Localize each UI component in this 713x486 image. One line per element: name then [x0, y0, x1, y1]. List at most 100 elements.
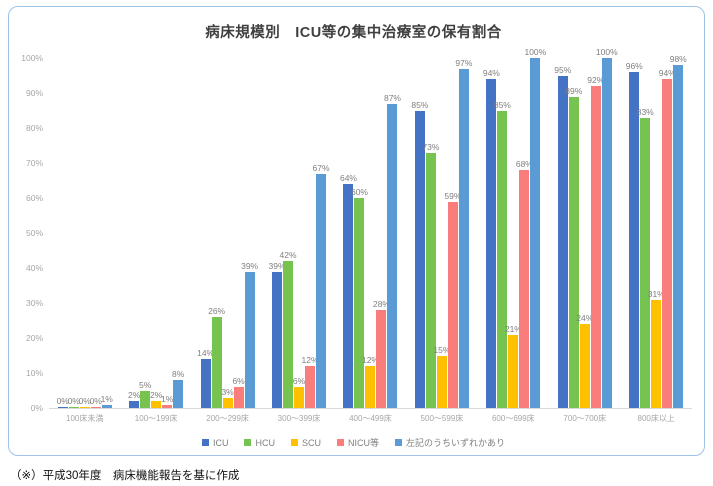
bar-value-label: 24% [576, 313, 594, 323]
legend: ICU HCU SCU NICU等 左記のうちいずれかあり [15, 436, 692, 449]
legend-item: 左記のうちいずれかあり [395, 436, 505, 449]
bar: 26% [208, 306, 225, 408]
bar-group: 96% 83% 31% 94% 98% [621, 54, 692, 408]
bar: 5% [139, 380, 151, 408]
x-axis-label: 700〜700床 [563, 414, 607, 423]
legend-swatch [395, 439, 402, 446]
bar-value-label: 8% [172, 369, 185, 379]
bar-value-label: 0% [89, 396, 102, 406]
bar-value-label: 5% [139, 379, 152, 390]
bar: 2% [128, 390, 140, 408]
bar-value-label: 94% [658, 68, 676, 78]
bar-value-label: 98% [669, 54, 687, 64]
bar-value-label: 92% [587, 75, 605, 85]
bar-value-label: 68% [515, 159, 533, 169]
bar: 98% [670, 54, 687, 408]
bar: 96% [626, 61, 643, 408]
bar-group: 2% 5% 2% 1% 8% [120, 58, 191, 408]
bar-value-label: 14% [197, 348, 215, 358]
bar-value-label: 96% [625, 61, 643, 71]
bar-value-label: 12% [301, 355, 319, 365]
bar: 1% [101, 394, 113, 408]
x-axis-label: 400〜499床 [349, 414, 392, 423]
y-axis-tick-label: 50% [25, 228, 43, 238]
bar: 6% [232, 376, 245, 408]
bar: 73% [422, 142, 439, 408]
y-axis-tick-label: 10% [25, 368, 43, 378]
bar-value-label: 12% [361, 355, 379, 365]
bar: 94% [483, 68, 500, 408]
x-axis-label: 200〜299床 [206, 414, 249, 423]
bar: 2% [150, 390, 162, 408]
bar: 67% [313, 163, 330, 408]
bar-value-label: 6% [292, 376, 306, 386]
bar-value-label: 1% [100, 393, 113, 404]
bar: 12% [302, 355, 319, 408]
bar: 100% [524, 47, 546, 408]
y-axis-tick-label: 90% [25, 88, 43, 98]
legend-label: SCU [301, 437, 321, 448]
bar-value-label: 85% [411, 99, 429, 110]
y-axis-tick-label: 0% [30, 403, 43, 413]
bar: 87% [384, 93, 401, 408]
bar: 85% [494, 100, 511, 408]
bar-value-label: 0% [78, 396, 91, 406]
bar: 97% [455, 58, 472, 408]
bar-value-label: 73% [422, 141, 440, 152]
chart-body: 0% 10% 20% 30% 40% 50% 60% 70% 80% 90% 100% 0% 0% 0%… [15, 47, 692, 424]
bar: 31% [648, 289, 665, 408]
bar: 6% [293, 376, 305, 408]
bar: 85% [411, 100, 428, 408]
bar: 15% [433, 345, 450, 408]
bar-value-label: 95% [554, 64, 572, 75]
bar: 92% [587, 75, 604, 408]
bar: 60% [351, 187, 368, 408]
bar-value-label: 1% [161, 393, 174, 404]
legend-swatch [337, 439, 344, 446]
bar: 3% [221, 387, 234, 408]
chart-canvas: 病床規模別 ICU等の集中治療室の保有割合 0% 10% 20% 30% 40% 50% 6… [0, 6, 713, 486]
bar-value-label: 31% [647, 288, 665, 299]
legend-swatch [290, 439, 298, 446]
bar-group: 94% 85% 21% 68% 100% [478, 47, 549, 408]
bar: 89% [565, 86, 582, 408]
plot-column: 0% 0% 0% 0% 1% 2% 5% 2% 1% 8% 14% 26% 3% 6% 39% 39% 42% 6… [49, 47, 692, 424]
y-axis-tick-label: 60% [25, 193, 43, 203]
bar: 42% [280, 250, 297, 408]
bar-value-label: 87% [383, 92, 401, 103]
bar: 64% [340, 173, 357, 408]
x-axis-label: 600〜699床 [491, 414, 535, 423]
bar-value-label: 2% [128, 390, 141, 400]
bar: 24% [576, 313, 593, 408]
bar-value-label: 6% [232, 376, 245, 386]
legend-item: SCU [290, 437, 321, 448]
bar-value-label: 21% [504, 323, 522, 334]
legend-item: NICU等 [337, 436, 379, 449]
x-axis: 100床未満 100〜199床 200〜299床 300〜399床 400〜499床 50… [49, 413, 692, 424]
bar-value-label: 83% [636, 106, 654, 117]
legend-swatch [201, 439, 209, 446]
legend-label: HCU [255, 437, 275, 448]
legend-item: ICU [201, 438, 228, 448]
bar-value-label: 2% [150, 390, 163, 400]
legend-label: NICU等 [348, 438, 379, 448]
bar: 100% [596, 47, 618, 408]
bar-value-label: 39% [241, 260, 259, 271]
bar: 0% [68, 396, 80, 408]
bar-value-label: 97% [455, 57, 473, 68]
bar: 59% [444, 191, 461, 408]
legend-label: 左記のうちいずれかあり [406, 438, 506, 448]
bar: 12% [362, 355, 379, 408]
plot-area: 0% 0% 0% 0% 1% 2% 5% 2% 1% 8% 14% 26% 3% 6% 39% 39% 42% 6… [49, 47, 692, 409]
bar: 94% [659, 68, 676, 408]
bar-group: 64% 60% 12% 28% 87% [335, 58, 406, 408]
bar: 0% [90, 396, 102, 408]
bar-group: 39% 42% 6% 12% 67% [263, 58, 334, 408]
bar: 28% [373, 299, 390, 408]
bar: 39% [241, 261, 258, 408]
y-axis-tick-label: 70% [25, 158, 43, 168]
bar-value-label: 39% [268, 260, 286, 271]
y-axis-tick-label: 20% [25, 333, 43, 343]
bar-value-label: 26% [208, 306, 226, 316]
bar-value-label: 3% [221, 386, 234, 397]
